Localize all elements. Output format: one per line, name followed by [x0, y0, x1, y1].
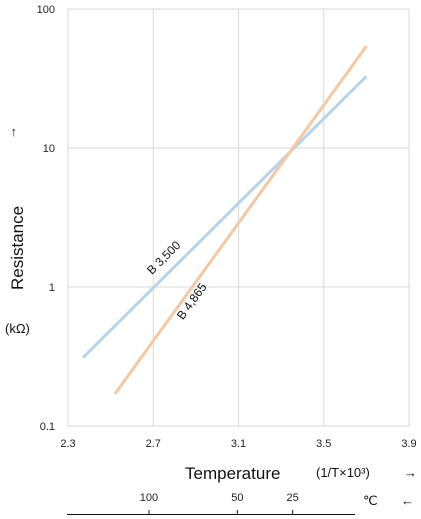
y-axis-arrow: →: [4, 126, 19, 139]
y-tick-labels: 0.1 1 10 100: [37, 4, 55, 433]
x-tick-labels: 2.3 2.7 3.1 3.5 3.9: [60, 438, 416, 450]
y-tick-label: 100: [37, 4, 55, 16]
x-tick-label: 2.7: [146, 438, 161, 450]
y-axis-title: Resistance: [8, 206, 27, 290]
y-axis-unit: (kΩ): [5, 321, 30, 336]
x-tick-label: 3.5: [316, 438, 331, 450]
x-tick-label: 3.9: [401, 438, 416, 450]
y-tick-label: 10: [43, 143, 55, 155]
y-tick-label: 1: [49, 282, 55, 294]
x-tick-label: 2.3: [60, 438, 75, 450]
series-label-0: B 3,500: [144, 238, 183, 277]
secondary-x-tick-label: 100: [140, 492, 158, 504]
gridlines: [67, 8, 410, 427]
x-tick-label: 3.1: [231, 438, 246, 450]
x-axis-title: Temperature: [185, 464, 280, 483]
secondary-x-ticks: 100 50 25: [140, 492, 299, 515]
x-axis-unit: (1/T×10³): [316, 465, 370, 480]
series-line-0: [81, 75, 368, 359]
y-tick-label: 0.1: [40, 421, 55, 433]
x-axis-arrow: →: [404, 465, 417, 480]
secondary-x-tick-label: 50: [231, 492, 243, 504]
secondary-x-tick-label: 25: [287, 492, 299, 504]
plot-area-border: [67, 8, 410, 427]
series-lines: [81, 45, 368, 395]
secondary-x-axis-arrow: ←: [401, 493, 414, 508]
series-line-1: [113, 45, 368, 395]
secondary-x-axis-unit: ℃: [363, 493, 378, 508]
